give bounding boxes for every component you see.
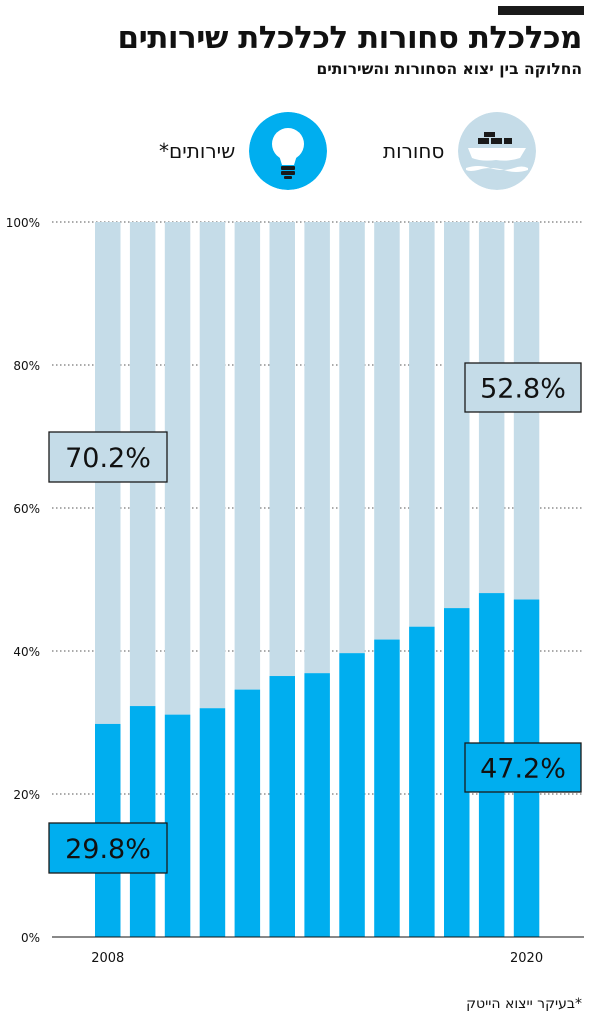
bar-services <box>129 706 156 937</box>
x-tick-label: 2008 <box>91 951 124 966</box>
footnote: *בעיקר ייצוא הייטק <box>466 996 582 1012</box>
bar-services <box>409 626 435 937</box>
y-tick-label: 0% <box>21 931 40 945</box>
value-label-box <box>48 822 168 874</box>
bar-goods <box>164 222 191 715</box>
header-accent-bar <box>498 6 584 15</box>
bar-services <box>374 639 400 937</box>
legend-label-goods: סחורות <box>383 139 445 163</box>
page-subtitle: החלוקה בין יצוא הסחורות והשירותים <box>316 60 582 78</box>
y-tick-label: 80% <box>13 359 40 373</box>
bar-goods <box>304 222 330 674</box>
bar-goods <box>199 222 226 709</box>
x-tick-label: 2020 <box>510 951 543 966</box>
bar-goods <box>444 222 470 609</box>
bar-goods <box>234 222 261 690</box>
bar-goods <box>339 222 365 654</box>
legend-item-goods: סחורות <box>383 112 537 190</box>
lightbulb-icon <box>249 112 328 190</box>
value-label-box <box>464 362 582 413</box>
legend-item-services: שירותים* <box>159 112 328 190</box>
y-tick-label: 20% <box>13 788 40 802</box>
legend-label-services: שירותים* <box>159 139 236 163</box>
value-label: 70.2% <box>65 443 151 474</box>
bar-services <box>234 689 261 937</box>
bar-services <box>199 708 226 937</box>
bar-goods <box>409 222 435 627</box>
bar-services <box>269 676 295 937</box>
bar-goods <box>374 222 400 640</box>
bar-services <box>304 673 330 937</box>
bar-services <box>339 653 365 937</box>
bar-goods <box>269 222 295 677</box>
value-label-box <box>48 431 168 483</box>
bar-services <box>164 714 191 937</box>
y-tick-label: 40% <box>13 645 40 659</box>
y-tick-label: 60% <box>13 502 40 516</box>
value-label-box <box>464 742 582 793</box>
y-tick-label: 100% <box>6 216 40 230</box>
value-label: 52.8% <box>480 374 566 405</box>
page-title: מכלכלת סחורות לכלכלת שירותים <box>117 20 583 56</box>
value-label: 29.8% <box>65 834 151 865</box>
cargo-ship-icon <box>458 112 537 190</box>
value-label: 47.2% <box>480 754 566 785</box>
